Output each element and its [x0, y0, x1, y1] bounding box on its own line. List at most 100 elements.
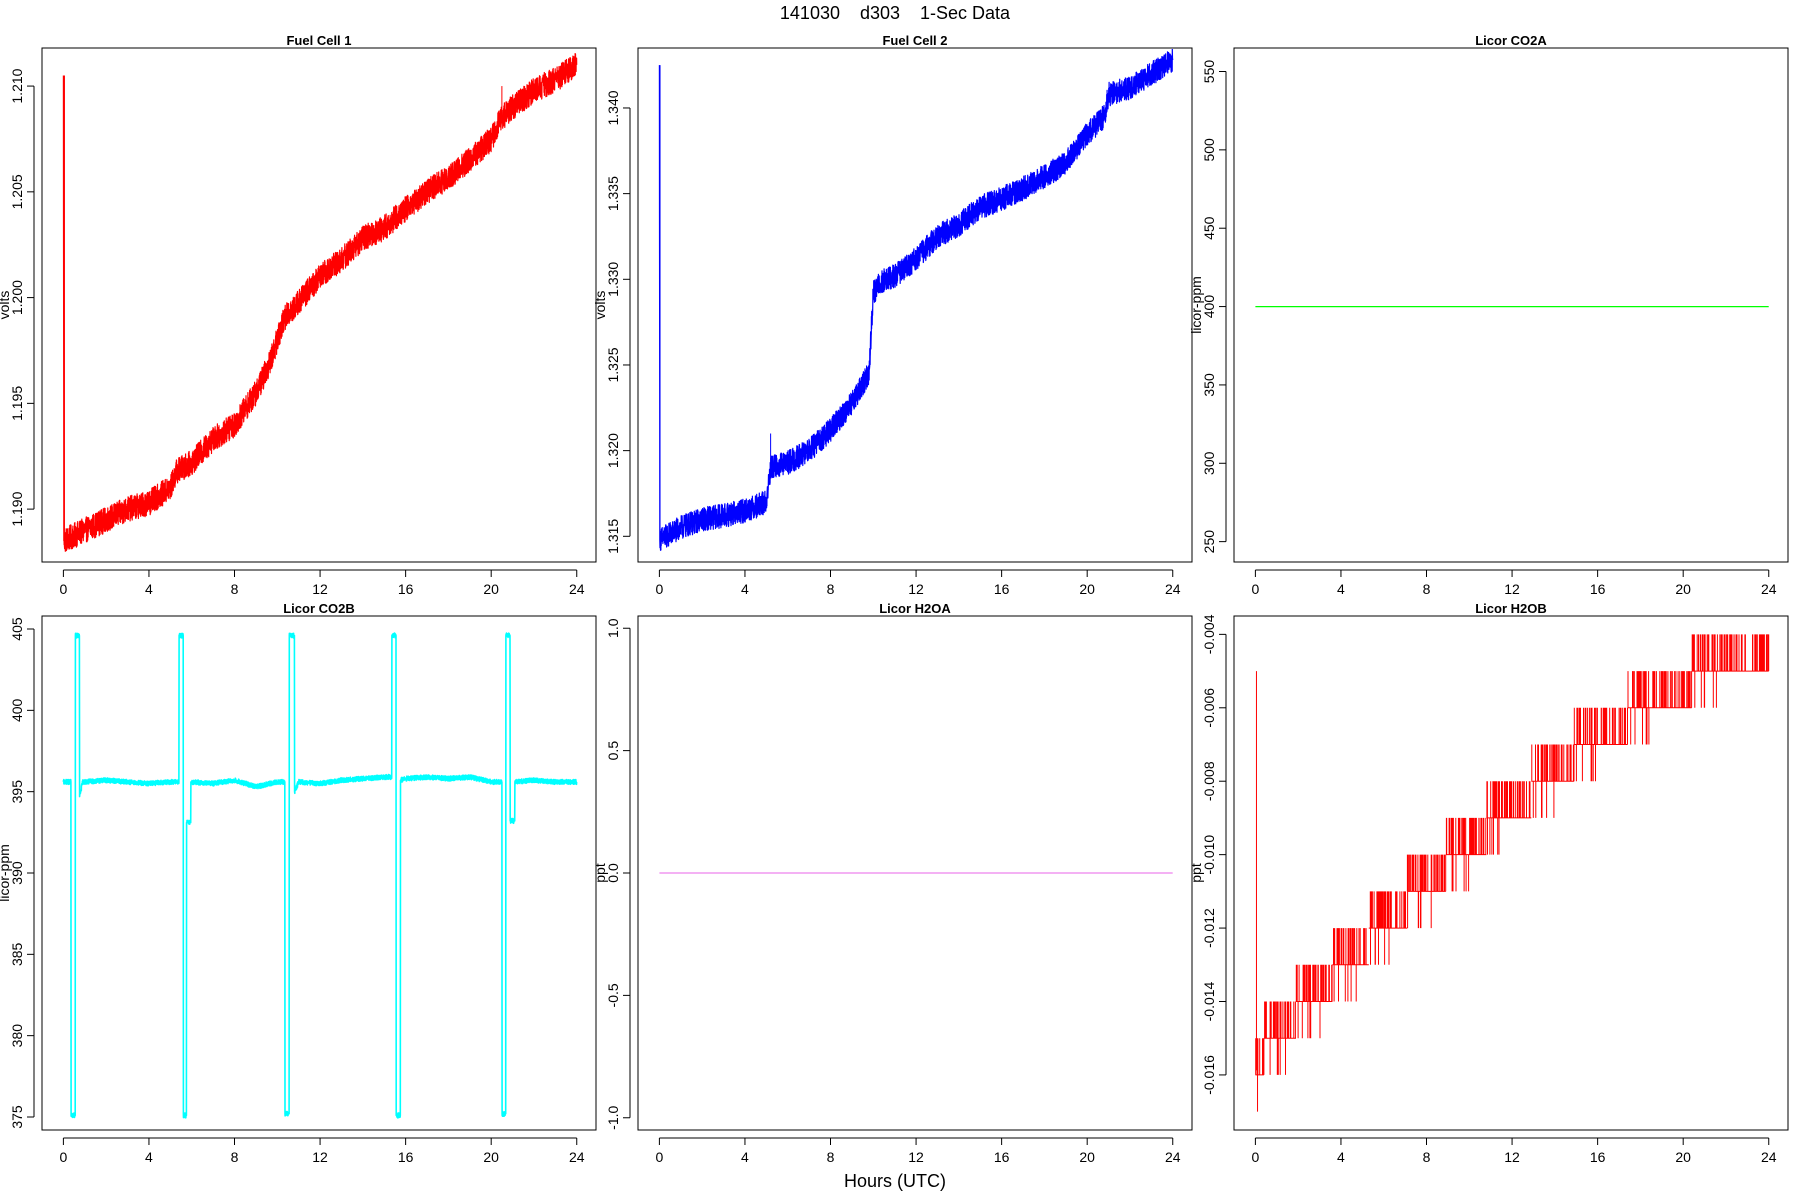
y-axis-label: volts: [592, 291, 608, 320]
y-tick-label: 1.0: [605, 618, 621, 638]
y-tick-label: -1.0: [605, 1105, 621, 1129]
y-tick-label: 500: [1201, 138, 1217, 162]
x-tick-label: 24: [569, 581, 585, 597]
x-tick-label: 8: [231, 581, 239, 597]
y-tick-label: 400: [9, 698, 25, 722]
x-tick-label: 8: [827, 581, 835, 597]
x-axis: 0 4 8 12 16 20 24: [59, 1137, 585, 1165]
x-tick-label: 0: [1251, 1149, 1259, 1165]
x-tick-label: 12: [312, 1149, 328, 1165]
series-line: [1255, 634, 1770, 1076]
x-tick-label: 12: [908, 1149, 924, 1165]
x-tick-label: 4: [741, 581, 749, 597]
plot-frame: [637, 47, 1193, 563]
y-tick-label: 1.340: [605, 90, 621, 125]
y-tick-label: 385: [9, 942, 25, 966]
x-tick-label: 4: [1337, 581, 1345, 597]
x-tick-label: 0: [655, 1149, 663, 1165]
x-tick-label: 20: [1079, 1149, 1095, 1165]
x-tick-label: 0: [59, 581, 67, 597]
x-tick-label: 8: [1423, 1149, 1431, 1165]
x-axis: 0 4 8 12 16 20 24: [655, 1137, 1181, 1165]
x-tick-label: 20: [1675, 1149, 1691, 1165]
chart-panel-1: Fuel Cell 1 0 4 8 12 16 20 24 1.190 1.195 1.200 1.2…: [0, 33, 597, 597]
y-axis: 1.315 1.320 1.325 1.330 1.335 1.340: [605, 90, 631, 554]
chart-panel-3: Licor CO2A 0 4 8 12 16 20 24 250 300 350 400 450 500 5…: [1188, 33, 1789, 597]
x-tick-label: 20: [483, 581, 499, 597]
y-axis: 250 300 350 400 450 500 550: [1201, 60, 1227, 554]
panel-title: Fuel Cell 1: [286, 33, 351, 48]
chart-panel-4: Licor CO2B 0 4 8 12 16 20 24 375 380 385 390 395 400 4…: [0, 601, 597, 1165]
y-tick-label: 1.330: [605, 262, 621, 297]
y-tick-label: -0.014: [1201, 981, 1217, 1021]
series-line: [62, 53, 578, 552]
panel-title: Licor CO2A: [1475, 33, 1547, 48]
panel-title: Licor H2OA: [879, 601, 951, 616]
panel-title: Fuel Cell 2: [882, 33, 947, 48]
x-tick-label: 8: [1423, 581, 1431, 597]
y-axis-label: ppt: [1188, 863, 1204, 883]
x-tick-label: 16: [1590, 581, 1606, 597]
x-tick-label: 12: [312, 581, 328, 597]
x-tick-label: 16: [398, 581, 414, 597]
y-tick-label: 0.0: [605, 863, 621, 883]
x-tick-label: 16: [398, 1149, 414, 1165]
x-tick-label: 4: [741, 1149, 749, 1165]
y-tick-label: 450: [1201, 216, 1217, 240]
y-tick-label: 250: [1201, 530, 1217, 554]
y-axis-label: licor-ppm: [1188, 276, 1204, 334]
y-tick-label: -0.010: [1201, 835, 1217, 875]
x-tick-label: 4: [145, 1149, 153, 1165]
y-tick-label: 400: [1201, 295, 1217, 319]
y-tick-label: -0.016: [1201, 1055, 1217, 1095]
x-tick-label: 20: [1675, 581, 1691, 597]
series-line: [658, 49, 1174, 551]
panel-title: Licor CO2B: [283, 601, 355, 616]
x-tick-label: 24: [1761, 1149, 1777, 1165]
y-tick-label: 1.210: [9, 68, 25, 103]
y-axis-label: volts: [0, 291, 12, 320]
x-tick-label: 20: [483, 1149, 499, 1165]
y-axis: -1.0 -0.5 0.0 0.5 1.0: [605, 618, 631, 1130]
x-tick-label: 24: [1165, 581, 1181, 597]
y-tick-label: 550: [1201, 60, 1217, 84]
panel-title: Licor H2OB: [1475, 601, 1547, 616]
plot-area: [62, 53, 578, 552]
panels: Fuel Cell 1 0 4 8 12 16 20 24 1.190 1.195 1.200 1.2…: [0, 33, 1789, 1165]
y-tick-label: 395: [9, 780, 25, 804]
y-tick-label: 375: [9, 1105, 25, 1129]
x-tick-label: 4: [1337, 1149, 1345, 1165]
x-tick-label: 0: [1251, 581, 1259, 597]
y-tick-label: -0.5: [605, 983, 621, 1007]
x-tick-label: 12: [1504, 1149, 1520, 1165]
y-axis-label: licor-ppm: [0, 844, 12, 902]
y-axis: 375 380 385 390 395 400 405: [9, 617, 35, 1129]
plot-frame: [1233, 615, 1789, 1131]
y-tick-label: -0.012: [1201, 908, 1217, 948]
x-tick-label: 8: [827, 1149, 835, 1165]
y-axis-label: ppt: [592, 863, 608, 883]
y-tick-label: 405: [9, 617, 25, 641]
x-tick-label: 12: [908, 581, 924, 597]
x-tick-label: 12: [1504, 581, 1520, 597]
y-tick-label: 1.205: [9, 174, 25, 209]
y-tick-label: 1.335: [605, 176, 621, 211]
y-axis: 1.190 1.195 1.200 1.205 1.210: [9, 68, 35, 527]
plot-area: [62, 632, 578, 1119]
y-tick-label: -0.006: [1201, 688, 1217, 728]
x-tick-label: 16: [994, 581, 1010, 597]
y-tick-label: -0.004: [1201, 614, 1217, 654]
y-tick-label: 390: [9, 861, 25, 885]
series-line: [62, 632, 578, 1119]
y-tick-label: 380: [9, 1024, 25, 1048]
x-tick-label: 24: [1761, 581, 1777, 597]
y-tick-label: 1.325: [605, 347, 621, 382]
plot-frame: [1233, 47, 1789, 563]
x-tick-label: 8: [231, 1149, 239, 1165]
y-tick-label: 1.200: [9, 280, 25, 315]
x-tick-label: 16: [1590, 1149, 1606, 1165]
x-tick-label: 20: [1079, 581, 1095, 597]
x-tick-label: 24: [1165, 1149, 1181, 1165]
x-axis: 0 4 8 12 16 20 24: [1251, 569, 1777, 597]
plot-frame: [637, 615, 1193, 1131]
